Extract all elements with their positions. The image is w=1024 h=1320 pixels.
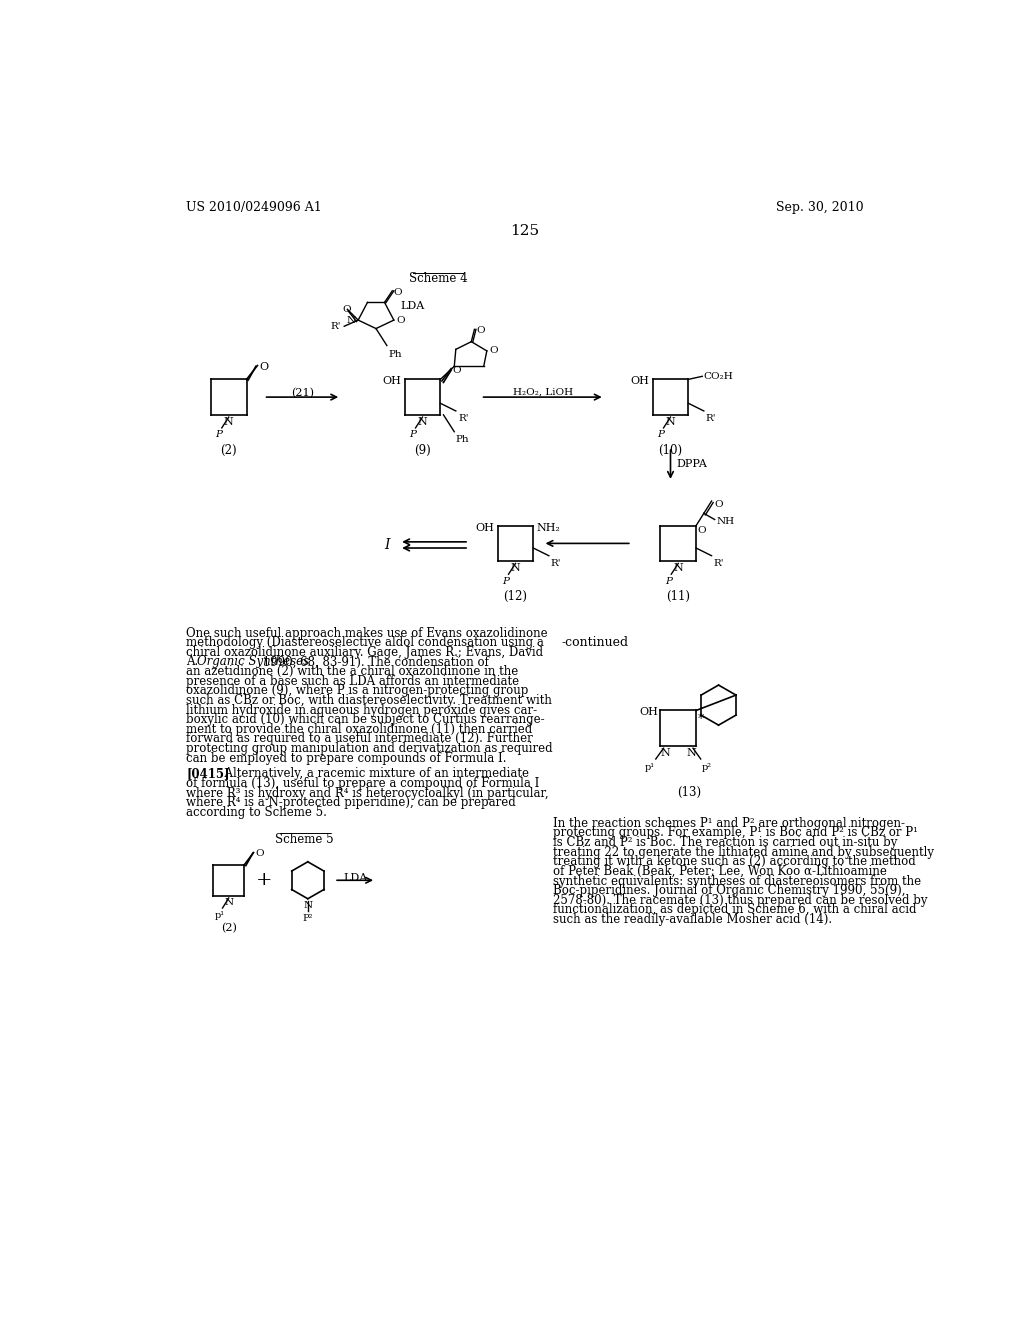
- Text: (10): (10): [658, 444, 683, 457]
- Text: ment to provide the chiral oxazolidinone (11) then carried: ment to provide the chiral oxazolidinone…: [186, 723, 532, 735]
- Text: O: O: [476, 326, 484, 335]
- Text: such as CBz or Boc, with diastereoselectivity. Treatment with: such as CBz or Boc, with diastereoselect…: [186, 694, 552, 708]
- Text: N: N: [666, 417, 676, 428]
- Text: H₂O₂, LiOH: H₂O₂, LiOH: [513, 388, 572, 397]
- Text: O: O: [697, 525, 707, 535]
- Text: N: N: [347, 315, 356, 325]
- Text: O: O: [396, 315, 404, 325]
- Text: O: O: [342, 305, 351, 314]
- Text: lithium hydroxide in aqueous hydrogen peroxide gives car-: lithium hydroxide in aqueous hydrogen pe…: [186, 704, 538, 717]
- Text: A.: A.: [186, 656, 202, 668]
- Text: P: P: [215, 430, 222, 440]
- Text: OH: OH: [639, 708, 658, 717]
- Text: 2578-80). The racemate (13) thus prepared can be resolved by: 2578-80). The racemate (13) thus prepare…: [553, 894, 927, 907]
- Text: 1990, 68, 83-91). The condensation of: 1990, 68, 83-91). The condensation of: [259, 656, 489, 668]
- Text: of Peter Beak (Beak, Peter; Lee, Won Koo α-Lithioamine: of Peter Beak (Beak, Peter; Lee, Won Koo…: [553, 865, 887, 878]
- Text: such as the readily-available Mosher acid (14).: such as the readily-available Mosher aci…: [553, 913, 831, 927]
- Text: P: P: [665, 577, 672, 586]
- Text: p¹: p¹: [644, 763, 654, 772]
- Text: (2): (2): [221, 923, 237, 933]
- Text: where R⁴ is a N-protected piperidine), can be prepared: where R⁴ is a N-protected piperidine), c…: [186, 796, 516, 809]
- Text: presence of a base such as LDA affords an intermediate: presence of a base such as LDA affords a…: [186, 675, 519, 688]
- Text: N: N: [224, 898, 233, 907]
- Text: N: N: [674, 564, 683, 573]
- Text: O: O: [394, 288, 402, 297]
- Text: where R³ is hydroxy and R⁴ is heterocycloalkyl (in particular,: where R³ is hydroxy and R⁴ is heterocycl…: [186, 787, 549, 800]
- Text: protecting groups. For example, P¹ is Boc and P² is CBz or P¹: protecting groups. For example, P¹ is Bo…: [553, 826, 918, 840]
- Text: P: P: [502, 577, 509, 586]
- Text: +: +: [255, 871, 272, 890]
- Text: R': R': [706, 414, 716, 422]
- Text: is CBz and P² is Boc. The reaction is carried out in-situ by: is CBz and P² is Boc. The reaction is ca…: [553, 836, 897, 849]
- Text: O: O: [259, 363, 268, 372]
- Text: Scheme 5: Scheme 5: [275, 833, 334, 846]
- Text: can be employed to prepare compounds of Formula I.: can be employed to prepare compounds of …: [186, 751, 507, 764]
- Text: -continued: -continued: [562, 636, 629, 649]
- Text: Sep. 30, 2010: Sep. 30, 2010: [776, 201, 863, 214]
- Text: R': R': [331, 322, 341, 331]
- Text: according to Scheme 5.: according to Scheme 5.: [186, 807, 327, 818]
- Text: OH: OH: [476, 523, 495, 532]
- Text: NH₂: NH₂: [537, 523, 560, 532]
- Text: I: I: [384, 539, 390, 552]
- Text: N: N: [303, 902, 312, 909]
- Text: P: P: [657, 430, 664, 440]
- Text: treating it with a ketone such as (2) according to the method: treating it with a ketone such as (2) ac…: [553, 855, 915, 869]
- Text: oxazolidinone (9), where P is a nitrogen-protecting group: oxazolidinone (9), where P is a nitrogen…: [186, 684, 528, 697]
- Text: boxylic acid (10) which can be subject to Curtius rearrange-: boxylic acid (10) which can be subject t…: [186, 713, 545, 726]
- Text: (2): (2): [220, 444, 238, 457]
- Text: Ph: Ph: [456, 434, 469, 444]
- Text: R': R': [458, 414, 469, 422]
- Text: N: N: [224, 417, 233, 428]
- Text: Organic Syntheses: Organic Syntheses: [197, 656, 309, 668]
- Text: In the reaction schemes P¹ and P² are orthogonal nitrogen-: In the reaction schemes P¹ and P² are or…: [553, 817, 904, 830]
- Text: (12): (12): [504, 590, 527, 603]
- Text: O: O: [255, 850, 264, 858]
- Text: One such useful approach makes use of Evans oxazolidinone: One such useful approach makes use of Ev…: [186, 627, 548, 640]
- Text: of formula (13), useful to prepare a compound of Formula I: of formula (13), useful to prepare a com…: [186, 777, 540, 791]
- Text: Scheme 4: Scheme 4: [409, 272, 467, 285]
- Text: 125: 125: [510, 224, 540, 238]
- Text: N: N: [511, 564, 520, 573]
- Text: O: O: [489, 346, 498, 355]
- Text: chiral oxazolidinone auxiliary. Gage, James R.; Evans, David: chiral oxazolidinone auxiliary. Gage, Ja…: [186, 645, 544, 659]
- Text: OH: OH: [383, 376, 401, 387]
- Text: an azetidinone (2) with the a chiral oxazolidinone in the: an azetidinone (2) with the a chiral oxa…: [186, 665, 518, 678]
- Text: NH: NH: [716, 516, 734, 525]
- Text: p²: p²: [701, 763, 712, 772]
- Text: (9): (9): [414, 444, 431, 457]
- Text: (21): (21): [291, 388, 314, 399]
- Text: methodology (Diastereoselective aldol condensation using a: methodology (Diastereoselective aldol co…: [186, 636, 544, 649]
- Text: O: O: [453, 366, 462, 375]
- Text: Ph: Ph: [388, 350, 402, 359]
- Text: protecting group manipulation and derivatization as required: protecting group manipulation and deriva…: [186, 742, 553, 755]
- Text: LDA: LDA: [343, 873, 368, 883]
- Text: *: *: [697, 711, 703, 725]
- Text: Alternatively, a racemic mixture of an intermediate: Alternatively, a racemic mixture of an i…: [217, 767, 529, 780]
- Text: O: O: [715, 499, 723, 508]
- Text: functionalization, as depicted in Scheme 6, with a chiral acid: functionalization, as depicted in Scheme…: [553, 903, 916, 916]
- Text: R': R': [550, 558, 561, 568]
- Text: R': R': [713, 558, 724, 568]
- Text: P: P: [409, 430, 416, 440]
- Text: synthetic equivalents: syntheses of diastereoisomers from the: synthetic equivalents: syntheses of dias…: [553, 875, 921, 887]
- Text: (11): (11): [667, 590, 690, 603]
- Text: P²: P²: [303, 915, 313, 923]
- Text: CO₂H: CO₂H: [703, 372, 733, 380]
- Text: Boc-piperidines. Journal of Organic Chemistry 1990, 55(9),: Boc-piperidines. Journal of Organic Chem…: [553, 884, 905, 898]
- Text: OH: OH: [631, 376, 649, 387]
- Text: US 2010/0249096 A1: US 2010/0249096 A1: [186, 201, 322, 214]
- Text: (13): (13): [677, 785, 701, 799]
- Text: DPPA: DPPA: [676, 459, 707, 469]
- Text: LDA: LDA: [400, 301, 424, 312]
- Text: N: N: [418, 417, 427, 428]
- Text: treating 22 to generate the lithiated amine and by subsequently: treating 22 to generate the lithiated am…: [553, 846, 934, 858]
- Text: N: N: [686, 748, 696, 758]
- Text: forward as required to a useful intermediate (12). Further: forward as required to a useful intermed…: [186, 733, 532, 746]
- Text: N: N: [660, 748, 670, 758]
- Text: [0415]: [0415]: [186, 767, 229, 780]
- Text: p¹: p¹: [214, 911, 224, 920]
